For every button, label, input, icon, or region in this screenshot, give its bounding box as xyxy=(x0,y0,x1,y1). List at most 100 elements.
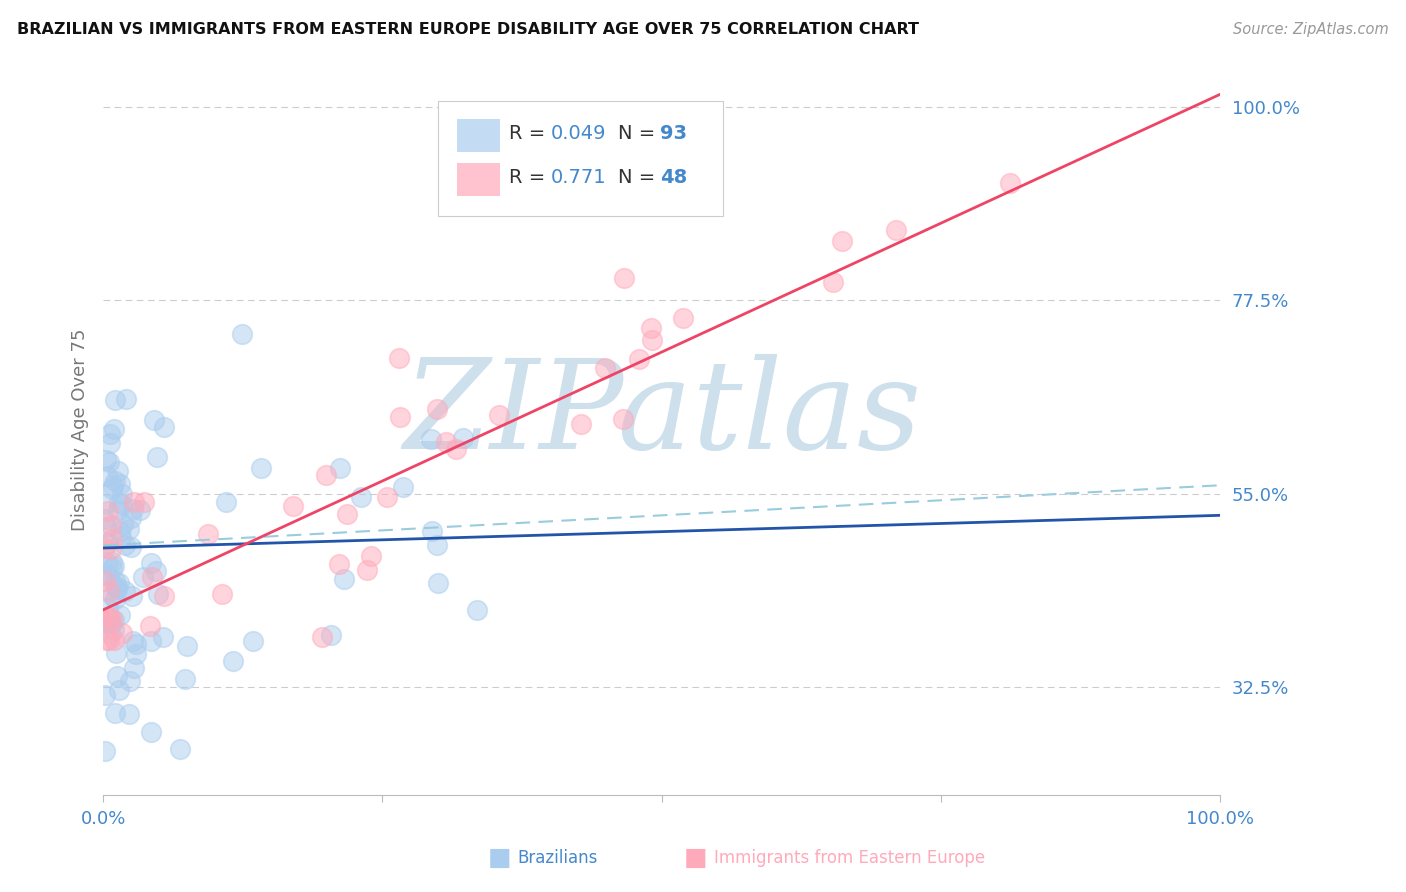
Point xyxy=(93,511,115,525)
Point xyxy=(336,507,359,521)
Point xyxy=(114,584,136,599)
Point xyxy=(125,648,148,662)
Point xyxy=(104,392,127,407)
Point xyxy=(101,561,124,575)
Point xyxy=(97,504,120,518)
Point xyxy=(96,469,118,483)
Text: N =: N = xyxy=(619,124,662,143)
Point xyxy=(121,589,143,603)
Point xyxy=(392,480,415,494)
Point xyxy=(434,435,457,450)
Point xyxy=(94,632,117,647)
Point xyxy=(93,744,115,758)
Point xyxy=(105,582,128,596)
Point xyxy=(176,639,198,653)
Text: Brazilians: Brazilians xyxy=(517,849,598,867)
Point xyxy=(328,558,350,572)
Point xyxy=(426,538,449,552)
Point xyxy=(93,689,115,703)
Point xyxy=(108,608,131,623)
Text: 48: 48 xyxy=(659,168,686,186)
Point xyxy=(420,432,443,446)
Text: Source: ZipAtlas.com: Source: ZipAtlas.com xyxy=(1233,22,1389,37)
Text: ZIPatlas: ZIPatlas xyxy=(402,354,921,475)
Point xyxy=(139,556,162,570)
Point xyxy=(152,631,174,645)
Point xyxy=(426,401,449,416)
Point xyxy=(595,360,617,375)
Text: 0.771: 0.771 xyxy=(551,168,607,186)
Point xyxy=(125,637,148,651)
Text: 93: 93 xyxy=(659,124,686,143)
Point xyxy=(93,614,115,628)
Point xyxy=(101,588,124,602)
Point xyxy=(98,435,121,450)
Point xyxy=(420,524,443,538)
Text: R =: R = xyxy=(509,168,551,186)
Point xyxy=(103,623,125,637)
Point xyxy=(104,574,127,589)
Point xyxy=(319,627,342,641)
Point xyxy=(143,413,166,427)
Point xyxy=(110,524,132,538)
Y-axis label: Disability Age Over 75: Disability Age Over 75 xyxy=(72,328,89,531)
Point xyxy=(141,724,163,739)
Point xyxy=(132,570,155,584)
Point xyxy=(831,234,853,248)
Point xyxy=(94,519,117,533)
Point xyxy=(100,616,122,631)
Point xyxy=(120,540,142,554)
Point xyxy=(169,742,191,756)
Point xyxy=(132,494,155,508)
Point xyxy=(120,510,142,524)
Point xyxy=(465,603,488,617)
Point xyxy=(97,536,120,550)
Point xyxy=(103,558,125,573)
Point xyxy=(103,422,125,436)
Point xyxy=(215,494,238,508)
Text: ■: ■ xyxy=(488,847,510,870)
FancyBboxPatch shape xyxy=(439,101,723,216)
Point xyxy=(315,467,337,482)
Point xyxy=(104,474,127,488)
Point xyxy=(97,610,120,624)
Point xyxy=(98,427,121,442)
Point xyxy=(115,392,138,406)
Point xyxy=(107,682,129,697)
Point xyxy=(104,706,127,720)
Point xyxy=(211,587,233,601)
Point xyxy=(640,321,662,335)
FancyBboxPatch shape xyxy=(457,119,499,152)
Point xyxy=(100,541,122,556)
Point xyxy=(107,464,129,478)
Point xyxy=(100,517,122,532)
Point xyxy=(612,412,634,426)
Point xyxy=(672,311,695,326)
Point xyxy=(108,576,131,591)
Point xyxy=(641,334,664,348)
Point xyxy=(174,672,197,686)
Point xyxy=(138,619,160,633)
Point xyxy=(311,630,333,644)
Point xyxy=(101,479,124,493)
Text: R =: R = xyxy=(509,124,551,143)
Point xyxy=(108,477,131,491)
Point xyxy=(110,530,132,544)
Point xyxy=(111,625,134,640)
Point xyxy=(93,615,115,630)
Text: Immigrants from Eastern Europe: Immigrants from Eastern Europe xyxy=(714,849,986,867)
Text: BRAZILIAN VS IMMIGRANTS FROM EASTERN EUROPE DISABILITY AGE OVER 75 CORRELATION C: BRAZILIAN VS IMMIGRANTS FROM EASTERN EUR… xyxy=(17,22,920,37)
Point xyxy=(242,634,264,648)
Point xyxy=(105,669,128,683)
Point xyxy=(105,580,128,594)
Point xyxy=(375,490,398,504)
Point xyxy=(98,611,121,625)
Text: N =: N = xyxy=(619,168,662,186)
Point xyxy=(112,517,135,532)
Point xyxy=(122,661,145,675)
Point xyxy=(141,570,163,584)
Point xyxy=(356,563,378,577)
Point xyxy=(488,409,510,423)
Point xyxy=(281,499,304,513)
Point xyxy=(153,589,176,603)
